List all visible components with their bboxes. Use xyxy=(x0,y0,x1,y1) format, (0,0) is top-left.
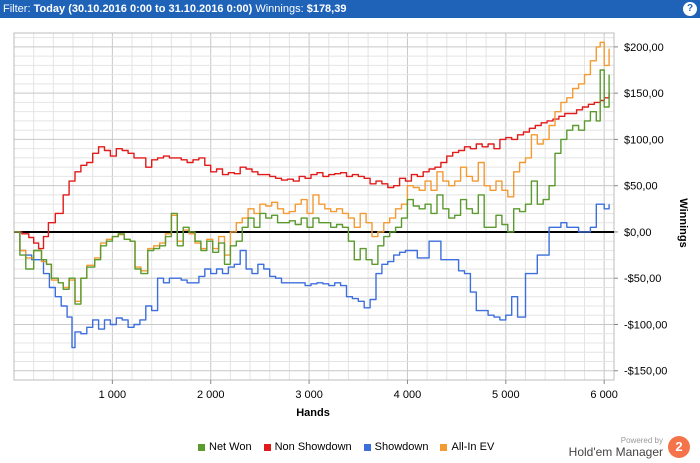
powered-by-text: Powered by xyxy=(620,435,663,445)
legend-label: Non Showdown xyxy=(274,441,352,453)
series-line-net-won xyxy=(14,69,610,305)
legend-item-net-won[interactable]: Net Won xyxy=(198,441,252,453)
series-line-all-in-ev xyxy=(14,41,610,302)
filter-value[interactable]: Today (30.10.2016 0:00 to 31.10.2016 0:0… xyxy=(33,3,253,15)
y-tick-label: $0,00 xyxy=(624,227,652,239)
filter-label: Filter: xyxy=(3,3,31,15)
winnings-chart: 1 000 2 000 3 000 4 000 5 000 6 000 $200,00 $15… xyxy=(13,32,689,419)
y-tick-label: $200,00 xyxy=(624,42,664,54)
plot-frame xyxy=(13,32,615,381)
x-axis-label: Hands xyxy=(296,407,330,419)
legend-swatch xyxy=(363,443,371,451)
y-axis-label: Winnings xyxy=(677,198,689,247)
x-tick-label: 4 000 xyxy=(394,389,422,401)
x-tick-label: 3 000 xyxy=(295,389,323,401)
legend-item-non-showdown[interactable]: Non Showdown xyxy=(263,441,352,453)
x-tick-label: 6 000 xyxy=(590,389,618,401)
legend-swatch xyxy=(198,443,205,451)
axes: 1 000 2 000 3 000 4 000 5 000 6 000 $200,00 $15… xyxy=(99,42,668,401)
y-tick-label: -$100,00 xyxy=(624,319,667,331)
help-icon[interactable]: ? xyxy=(683,2,697,16)
x-tick-label: 1 000 xyxy=(99,389,127,401)
filter-bar: Filter: Today (30.10.2016 0:00 to 31.10.… xyxy=(0,0,700,18)
x-tick-label: 5 000 xyxy=(492,389,520,401)
legend: Net Won Non Showdown Showdown All-In EV xyxy=(198,441,494,453)
series-line-non-showdown xyxy=(14,93,610,250)
legend-label: Showdown xyxy=(374,441,429,453)
y-tick-label: $100,00 xyxy=(624,134,664,146)
y-tick-label: -$150,00 xyxy=(624,366,667,378)
winnings-label: Winnings: xyxy=(255,3,304,15)
series-group xyxy=(14,41,610,349)
legend-label: Net Won xyxy=(209,441,252,453)
branding: Powered by Hold'em Manager 2 xyxy=(569,434,690,460)
legend-swatch xyxy=(440,443,448,451)
legend-item-all-in-ev[interactable]: All-In EV xyxy=(440,441,494,453)
y-tick-label: $50,00 xyxy=(624,181,658,193)
legend-swatch xyxy=(263,443,271,451)
product-name: Hold'em Manager xyxy=(568,444,663,459)
series-line-showdown xyxy=(14,203,610,349)
x-tick-label: 2 000 xyxy=(197,389,225,401)
legend-item-showdown[interactable]: Showdown xyxy=(363,441,429,453)
hm2-logo-icon: 2 xyxy=(668,436,690,458)
y-tick-label: -$50,00 xyxy=(624,273,661,285)
winnings-value: $178,39 xyxy=(306,3,347,15)
legend-label: All-In EV xyxy=(451,441,495,453)
y-tick-label: $150,00 xyxy=(624,88,664,100)
